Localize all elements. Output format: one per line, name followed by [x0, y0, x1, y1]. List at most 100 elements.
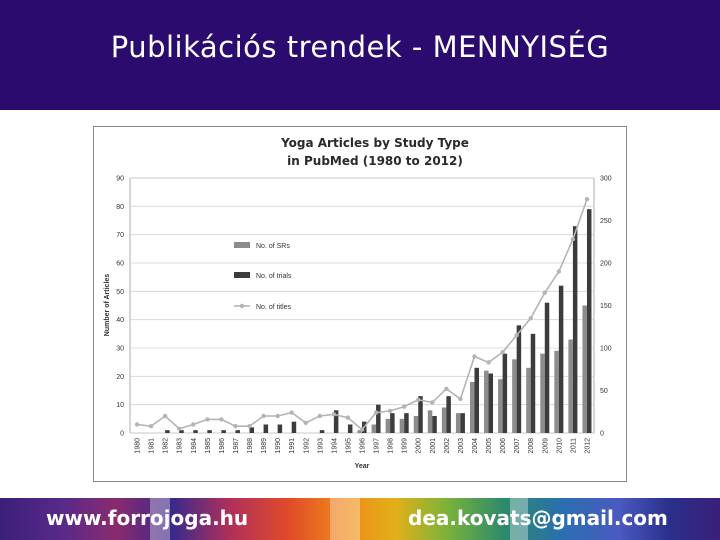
bar-srs [357, 430, 362, 433]
x-tick-label: 2000 [416, 438, 423, 454]
x-tick-label: 1985 [205, 438, 212, 454]
bar-trials [572, 226, 578, 433]
x-tick-label: 1982 [163, 438, 170, 454]
y-tick-label: 30 [116, 346, 124, 353]
y-tick-label: 90 [116, 176, 124, 183]
bar-trials [558, 285, 564, 433]
footer-website-link[interactable]: www.forrojoga.hu [46, 506, 249, 530]
legend-swatch-trials [234, 272, 250, 278]
footer-banner: www.forrojoga.hu dea.kovats@gmail.com [0, 498, 720, 540]
x-tick-label: 2002 [444, 438, 451, 454]
slide-header: Publikációs trendek - MENNYISÉG [0, 0, 720, 110]
footer-email-link[interactable]: dea.kovats@gmail.com [408, 506, 668, 530]
bar-trials [474, 367, 479, 433]
bar-trials [376, 404, 381, 433]
x-tick-label: 1984 [191, 438, 198, 454]
bar-srs [582, 305, 587, 433]
y2-tick-label: 300 [600, 176, 612, 183]
chart-title: Yoga Articles by Study Type [280, 136, 469, 150]
bar-trials [390, 413, 395, 433]
bar-srs [441, 407, 447, 433]
point-titles [514, 333, 519, 338]
point-titles [416, 397, 421, 403]
y-tick-label: 20 [116, 374, 124, 381]
line-layer [134, 197, 590, 432]
bar-srs [554, 350, 559, 433]
bar-trials [460, 413, 465, 433]
y2-tick-label: 100 [600, 346, 612, 353]
point-titles [345, 415, 351, 420]
point-titles [317, 413, 323, 419]
bar-srs [469, 382, 475, 433]
y2-tick-label: 50 [600, 388, 608, 395]
y2-tick-label: 0 [600, 431, 604, 438]
bar-trials [544, 302, 550, 433]
x-tick-label: 1997 [374, 438, 381, 454]
x-tick-label: 1992 [303, 438, 310, 454]
point-titles [500, 350, 505, 355]
bar-srs [484, 370, 489, 433]
bar-srs [371, 424, 377, 433]
bar-srs [385, 418, 391, 433]
point-titles [303, 420, 308, 425]
bar-trials [586, 209, 592, 433]
point-titles [162, 413, 168, 419]
x-tick-label: 1998 [388, 438, 395, 454]
point-titles [401, 404, 407, 409]
x-tick-label: 2009 [542, 438, 549, 454]
x-tick-label: 2005 [486, 438, 493, 454]
point-titles [331, 412, 337, 417]
legend-label: No. of trials [256, 273, 292, 280]
bar-trials [207, 430, 212, 433]
bar-trials [221, 430, 226, 433]
x-tick-label: 2006 [500, 438, 507, 454]
x-tick-label: 1995 [345, 438, 352, 454]
x-tick-label: 1996 [360, 438, 367, 454]
y-tick-label: 40 [116, 317, 124, 324]
bar-trials [418, 396, 423, 433]
point-titles [261, 413, 266, 419]
point-titles [444, 386, 449, 391]
slide-title: Publikációs trendek - MENNYISÉG [110, 30, 610, 64]
chart-legend: No. of SRs No. of trials No. of titles [234, 242, 292, 311]
point-titles [458, 396, 463, 402]
y-tick-label: 0 [120, 431, 124, 438]
bar-trials [432, 416, 437, 433]
bar-trials [235, 430, 240, 433]
x-tick-label: 1990 [275, 438, 282, 454]
chart-figure: Yoga Articles by Study Type in PubMed (1… [93, 126, 627, 482]
x-tick-label: 1987 [233, 438, 240, 454]
point-titles [486, 360, 491, 365]
x-tick-label: 1991 [289, 438, 296, 454]
x-tick-label: 2007 [514, 438, 521, 454]
point-titles [528, 316, 533, 321]
point-titles [570, 237, 576, 242]
point-titles [430, 400, 435, 405]
bar-trials [263, 424, 269, 433]
y-tick-label: 60 [116, 261, 124, 268]
bar-srs [498, 379, 503, 433]
x-tick-label: 2010 [556, 438, 563, 454]
legend-swatch-srs [234, 242, 250, 248]
point-titles [472, 354, 477, 359]
bar-trials [530, 333, 536, 433]
bar-trials [277, 424, 283, 433]
plot-frame [129, 177, 595, 434]
ticks-layer: 0 10 20 30 40 50 60 70 80 90 0 50 100 150 200 250 300 198… [116, 176, 612, 454]
x-tick-label: 2003 [458, 438, 465, 454]
y2-tick-label: 250 [600, 218, 612, 225]
chart-subtitle: in PubMed (1980 to 2012) [287, 154, 463, 168]
x-tick-label: 1981 [149, 438, 156, 454]
x-tick-label: 1986 [219, 438, 226, 454]
x-tick-label: 1993 [317, 438, 324, 454]
point-titles [584, 197, 590, 202]
bar-srs [427, 410, 433, 433]
bar-srs [512, 359, 517, 433]
point-titles [289, 410, 294, 415]
bar-trials [347, 424, 353, 433]
bar-trials [319, 430, 325, 433]
grid-layer [129, 177, 595, 434]
y-tick-label: 50 [116, 289, 124, 296]
point-titles [205, 417, 210, 422]
x-tick-label: 1994 [331, 438, 338, 454]
